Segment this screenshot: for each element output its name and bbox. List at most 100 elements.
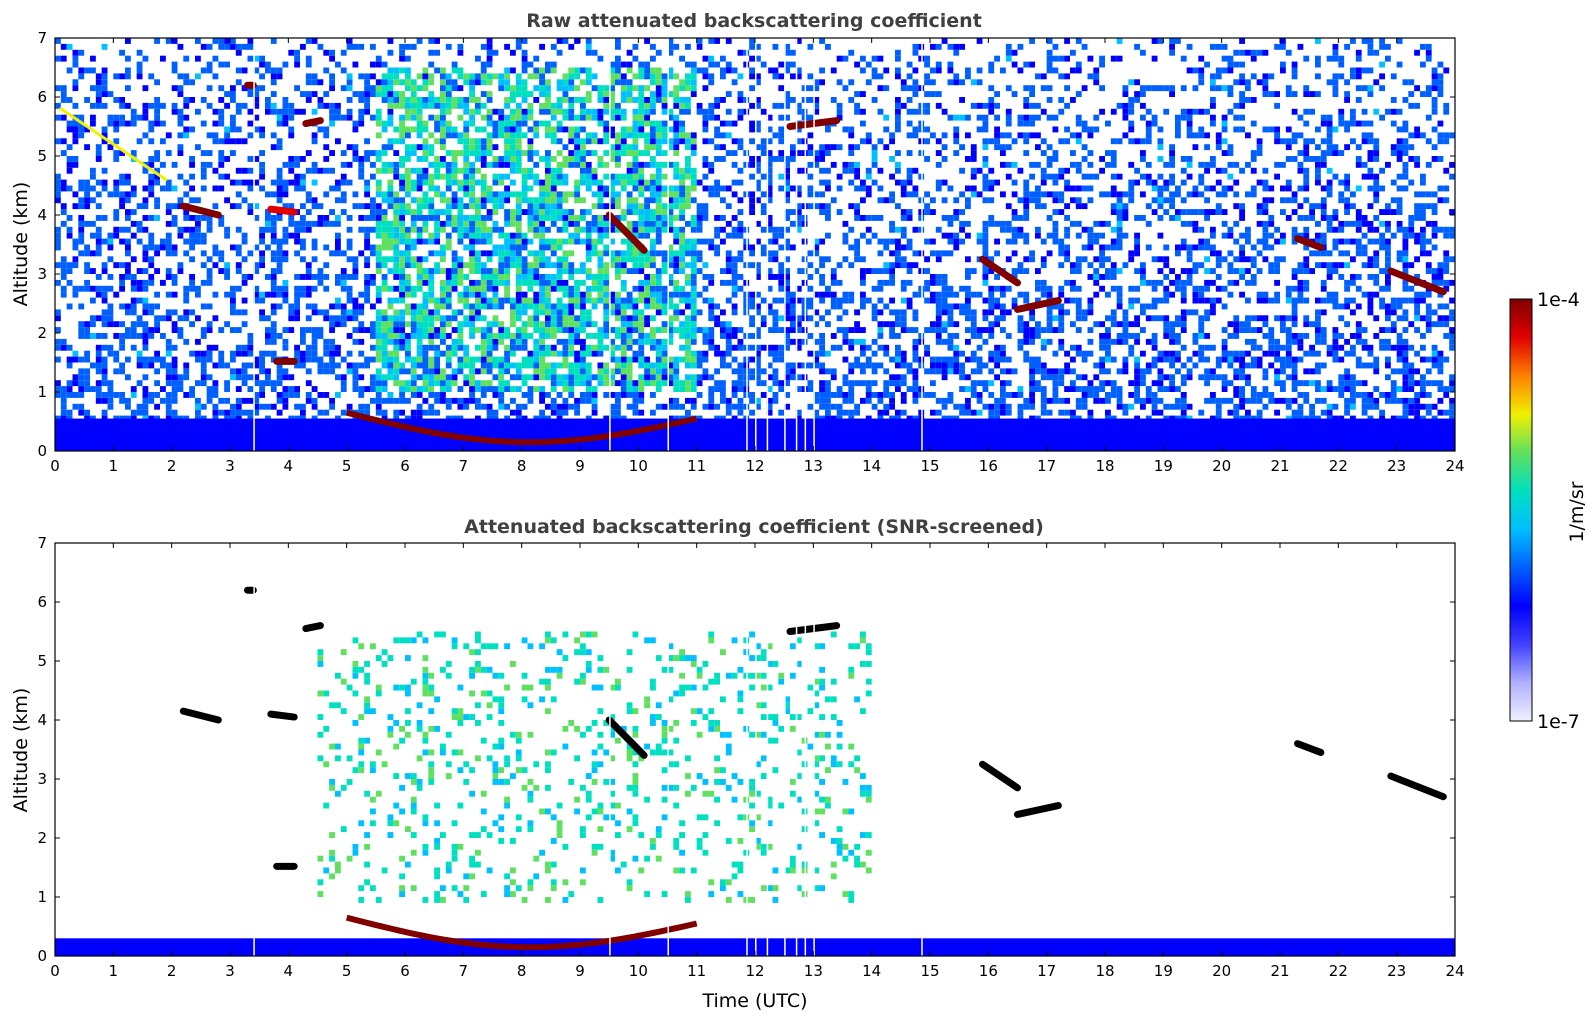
heatmap-cell — [253, 97, 260, 103]
heatmap-cell — [690, 215, 697, 221]
heatmap-cell — [825, 321, 831, 328]
heatmap-cell — [515, 197, 522, 204]
heatmap-cell — [755, 368, 761, 375]
heatmap-cell — [860, 397, 866, 404]
heatmap-cell — [66, 67, 73, 74]
heatmap-cell — [457, 43, 464, 50]
heatmap-cell — [568, 156, 575, 162]
heatmap-cell — [282, 256, 289, 263]
heatmap-cell — [731, 138, 738, 145]
heatmap-cell — [620, 108, 627, 115]
heatmap-cell — [708, 279, 715, 286]
heatmap-cell — [440, 197, 446, 204]
heatmap-cell — [445, 380, 452, 387]
heatmap-cell — [405, 167, 411, 174]
heatmap-cell — [486, 49, 493, 56]
heatmap-cell — [714, 215, 720, 221]
heatmap-cell — [434, 38, 440, 44]
heatmap-cell — [224, 38, 230, 44]
heatmap-cell — [469, 150, 475, 156]
heatmap-cell — [463, 191, 470, 198]
heatmap-cell — [603, 268, 610, 274]
heatmap-cell — [259, 368, 265, 375]
heatmap-cell — [317, 102, 324, 109]
heatmap-cell — [422, 409, 429, 416]
heatmap-cell — [615, 356, 621, 363]
heatmap-cell — [714, 386, 720, 392]
heatmap-cell — [154, 392, 160, 398]
heatmap-cell — [603, 285, 610, 292]
heatmap-cell — [416, 114, 423, 121]
heatmap-cell — [632, 338, 639, 345]
heatmap-cell — [189, 161, 195, 168]
heatmap-cell — [819, 79, 825, 86]
heatmap-cell — [626, 132, 633, 139]
heatmap-cell — [434, 114, 440, 121]
heatmap-cell — [375, 397, 382, 404]
heatmap-cell — [230, 150, 236, 156]
heatmap-cell — [819, 238, 825, 245]
heatmap-cell — [585, 97, 592, 103]
heatmap-cell — [60, 403, 67, 410]
heatmap-cell — [445, 126, 452, 133]
heatmap-cell — [305, 291, 312, 298]
heatmap-cell — [580, 150, 586, 156]
heatmap-cell — [416, 73, 423, 80]
heatmap-cell — [790, 49, 796, 56]
heatmap-cell — [685, 173, 691, 180]
heatmap-cell — [673, 250, 680, 257]
heatmap-cell — [60, 409, 67, 416]
heatmap-cell — [632, 144, 639, 151]
heatmap-cell — [615, 132, 621, 139]
heatmap-cell — [276, 291, 283, 298]
heatmap-cell — [480, 203, 487, 210]
heatmap-cell — [585, 285, 592, 292]
heatmap-cell — [755, 344, 761, 351]
heatmap-cell — [690, 338, 697, 345]
heatmap-cell — [311, 220, 318, 227]
heatmap-cell — [469, 285, 475, 292]
heatmap-cell — [760, 392, 767, 398]
heatmap-cell — [498, 380, 505, 387]
heatmap-cell — [195, 232, 201, 239]
heatmap-cell — [498, 386, 505, 392]
heatmap-cell — [165, 38, 172, 44]
heatmap-cell — [247, 338, 254, 345]
heatmap-cell — [842, 397, 849, 404]
heatmap-cell — [475, 79, 481, 86]
heatmap-cell — [597, 262, 604, 269]
heatmap-cell — [375, 167, 382, 174]
heatmap-cell — [241, 409, 248, 416]
heatmap-cell — [434, 67, 440, 74]
heatmap-cell — [609, 126, 615, 133]
heatmap-cell — [113, 321, 120, 328]
heatmap-cell — [189, 309, 195, 316]
heatmap-cell — [212, 380, 219, 387]
heatmap-cell — [661, 120, 668, 127]
heatmap-cell — [830, 403, 837, 410]
heatmap-cell — [95, 392, 102, 398]
heatmap-cell — [766, 397, 773, 404]
heatmap-cell — [130, 274, 137, 280]
heatmap-cell — [90, 285, 96, 292]
heatmap-cell — [661, 380, 668, 387]
heatmap-cell — [469, 203, 475, 210]
heatmap-cell — [568, 321, 575, 328]
heatmap-cell — [772, 309, 779, 316]
heatmap-cell — [545, 368, 551, 375]
heatmap-cell — [626, 61, 633, 68]
heatmap-cell — [638, 279, 645, 286]
heatmap-cell — [743, 392, 750, 398]
heatmap-cell — [580, 374, 586, 381]
heatmap-cell — [259, 309, 265, 316]
heatmap-cell — [440, 244, 446, 251]
heatmap-cell — [580, 97, 586, 103]
heatmap-cell — [375, 185, 382, 192]
heatmap-cell — [475, 197, 481, 204]
heatmap-cell — [556, 362, 563, 369]
heatmap-cell — [288, 215, 295, 221]
heatmap-cell — [375, 403, 382, 410]
heatmap-cell — [638, 73, 645, 80]
heatmap-cell — [755, 179, 761, 186]
heatmap-cell — [539, 262, 545, 269]
